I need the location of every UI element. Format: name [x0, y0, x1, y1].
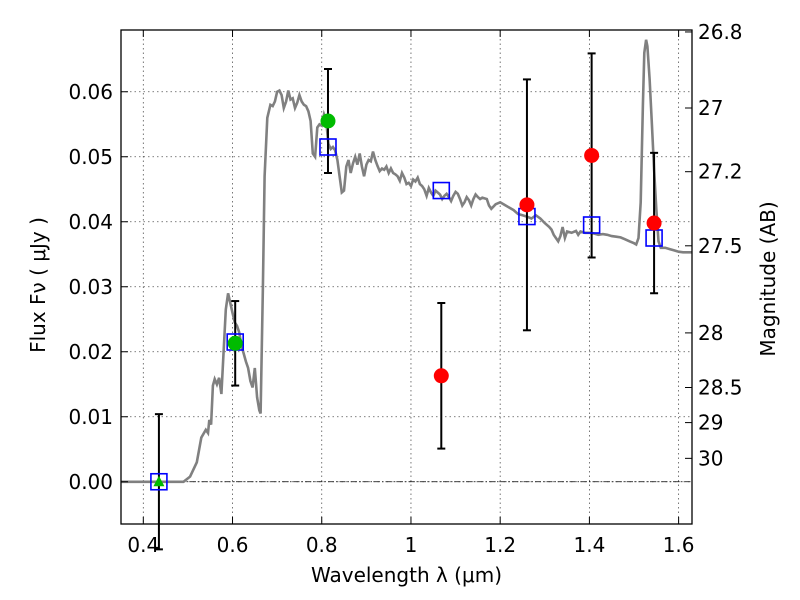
x-axis: 0.4 0.6 0.8 1 1.2 1.4 1.6 [127, 30, 695, 557]
mag-tick-label-4: 28 [698, 321, 723, 345]
mag-tick-label-0: 26.8 [698, 20, 743, 44]
y-tick-label-4: 0.04 [68, 210, 113, 234]
y-tick-label-5: 0.05 [68, 145, 113, 169]
observed-point-1-0 [433, 368, 449, 384]
model-square-2 [319, 138, 337, 156]
mag-tick-label-5: 28.5 [698, 376, 743, 400]
y-tick-label-3: 0.03 [68, 275, 113, 299]
model-photometry-markers [150, 138, 663, 491]
x-tick-label-6: 1.6 [663, 533, 695, 557]
x-tick-label-0: 0.4 [127, 533, 159, 557]
model-sed-line [121, 39, 692, 484]
observed-point-1-3 [646, 215, 662, 231]
mag-tick-label-1: 27 [698, 96, 723, 120]
observed-point-0-0 [227, 335, 243, 351]
model-square-3 [432, 181, 451, 200]
observed-point-0-1 [320, 113, 336, 129]
y-tick-label-2: 0.02 [68, 340, 113, 364]
x-axis-label: Wavelength λ (μm) [311, 563, 502, 587]
x-tick-label-3: 1 [405, 533, 418, 557]
magnitude-axis-label: Magnitude (AB) [756, 201, 780, 356]
observed-point-1-2 [584, 147, 600, 163]
y-tick-label-0: 0.00 [68, 470, 113, 494]
observed-markers [153, 113, 662, 487]
mag-tick-label-2: 27.2 [698, 160, 743, 184]
mag-tick-label-7: 30 [698, 446, 723, 470]
observed-point-1-1 [519, 197, 535, 213]
mag-tick-label-3: 27.5 [698, 234, 743, 258]
plot-frame [120, 29, 693, 525]
y-tick-label-1: 0.01 [68, 405, 113, 429]
mag-tick-label-6: 29 [698, 411, 723, 435]
x-tick-label-1: 0.6 [217, 533, 249, 557]
model-square-0 [150, 472, 168, 491]
model-square-5 [582, 216, 601, 234]
grid [121, 30, 692, 524]
y-axis-label: Flux Fν ( μJy ) [26, 217, 50, 353]
x-tick-label-2: 0.8 [306, 533, 338, 557]
x-tick-label-5: 1.4 [573, 533, 605, 557]
y-axis: 0.00 0.01 0.02 0.03 0.04 0.05 0.06 [68, 80, 128, 494]
magnitude-axis: 26.8 27 27.2 27.5 28 28.5 29 30 [685, 20, 743, 470]
y-tick-label-6: 0.06 [68, 80, 113, 104]
x-tick-label-4: 1.2 [484, 533, 516, 557]
observed-triangle-0 [153, 475, 165, 487]
